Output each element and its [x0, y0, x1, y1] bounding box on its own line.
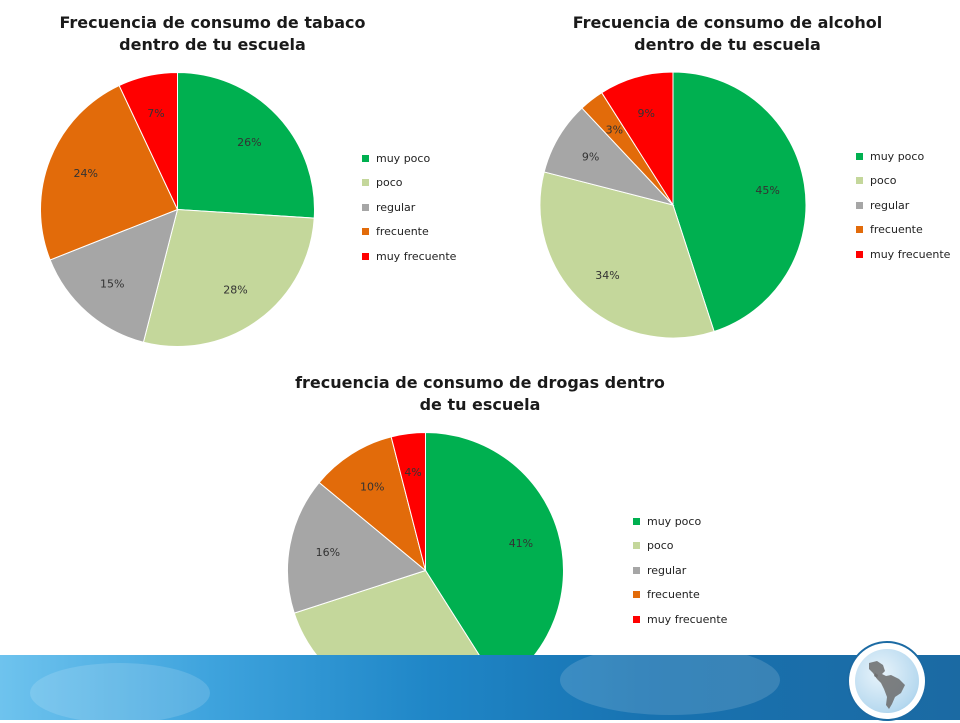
pie-slice-poco [142, 208, 315, 347]
legend-swatch [856, 177, 863, 185]
pie-slice-poco [539, 171, 715, 339]
pie-chart-tabaco: 26% 28% 15% 24% 7% [40, 71, 315, 347]
legend-item-regular: regular [362, 195, 456, 220]
chart-title-tabaco: Frecuencia de consumo de tabaco dentro d… [59, 13, 366, 54]
legend-swatch [362, 154, 369, 162]
chart-title-drogas: frecuencia de consumo de drogas dentro d… [295, 373, 665, 414]
data-label-regular: 16% [316, 546, 340, 559]
data-label-muy-poco: 26% [237, 136, 261, 149]
legend-label: regular [376, 200, 416, 214]
legend-item-frecuente: frecuente [362, 220, 456, 245]
legend-label: frecuente [647, 588, 700, 602]
latin-america-emblem [849, 643, 925, 719]
legend-swatch [856, 250, 863, 258]
data-label-muy-frecuente: 9% [638, 107, 655, 120]
legend-label: muy poco [870, 149, 925, 163]
legend-swatch [856, 152, 863, 160]
data-label-frecuente: 10% [360, 481, 384, 494]
pie-slice-regular [49, 208, 179, 343]
legend-swatch [633, 566, 640, 574]
legend-label: muy frecuente [647, 612, 728, 626]
legend-item-poco: poco [362, 171, 456, 196]
legend-alcohol: muy poco poco regular frecuente muy frecuent… [856, 144, 950, 267]
legend-item-muy-poco: muy poco [362, 146, 456, 171]
legend-label: poco [647, 539, 674, 553]
footer-glow [560, 645, 780, 715]
legend-label: regular [647, 563, 687, 577]
data-label-regular: 15% [100, 277, 124, 290]
legend-item-muy-frecuente: muy frecuente [362, 244, 456, 269]
legend-item-poco: poco [633, 534, 727, 559]
data-label-muy-frecuente: 4% [404, 466, 421, 479]
legend-label: frecuente [870, 223, 923, 237]
legend-label: muy poco [376, 151, 431, 165]
footer-glow [30, 663, 210, 723]
legend-swatch [362, 179, 369, 187]
data-label-muy-poco: 41% [509, 537, 533, 550]
legend-item-muy-frecuente: muy frecuente [633, 607, 727, 632]
legend-item-muy-poco: muy poco [633, 509, 727, 534]
legend-label: poco [376, 176, 403, 190]
legend-tabaco: muy poco poco regular frecuente muy frecuent… [362, 146, 456, 269]
legend-item-regular: regular [856, 193, 950, 218]
legend-swatch [633, 517, 640, 525]
data-label-poco: 28% [223, 283, 247, 296]
legend-swatch [856, 226, 863, 234]
pie-slice-muy-poco [672, 71, 807, 333]
legend-item-muy-poco: muy poco [856, 144, 950, 169]
legend-swatch [633, 615, 640, 623]
legend-swatch [362, 252, 369, 260]
pie-slice-regular [287, 481, 427, 614]
data-label-regular: 9% [582, 150, 599, 163]
legend-swatch [633, 542, 640, 550]
legend-swatch [856, 201, 863, 209]
legend-item-frecuente: frecuente [633, 583, 727, 608]
data-label-frecuente: 24% [74, 167, 98, 180]
legend-label: muy frecuente [376, 249, 457, 263]
pie-slice-frecuente [318, 436, 427, 572]
legend-label: frecuente [376, 225, 429, 239]
pie-slice-muy-poco [177, 71, 315, 219]
legend-swatch [362, 228, 369, 236]
legend-item-muy-frecuente: muy frecuente [856, 242, 950, 267]
legend-item-poco: poco [856, 169, 950, 194]
chart-title-alcohol: Frecuencia de consumo de alcohol dentro … [572, 13, 883, 54]
legend-label: regular [870, 198, 910, 212]
data-label-muy-poco: 45% [755, 184, 779, 197]
pie-slice-frecuente [40, 84, 179, 261]
legend-swatch [362, 203, 369, 211]
legend-label: muy frecuente [870, 247, 951, 261]
data-label-poco: 34% [595, 269, 619, 282]
legend-item-regular: regular [633, 558, 727, 583]
legend-label: poco [870, 174, 897, 188]
data-label-muy-frecuente: 7% [147, 107, 164, 120]
legend-drogas: muy poco poco regular frecuente muy frecuent… [633, 509, 727, 632]
footer-band [0, 645, 960, 723]
legend-swatch [633, 591, 640, 599]
pie-chart-alcohol: 45% 34% 9% 3% 9% [539, 71, 807, 339]
pie-slice-muy-frecuente [390, 431, 426, 571]
legend-label: muy poco [647, 514, 702, 528]
legend-item-frecuente: frecuente [856, 218, 950, 243]
pie-slice-muy-frecuente [601, 71, 674, 207]
data-label-frecuente: 3% [606, 123, 623, 136]
latin-america-map-icon [855, 649, 919, 713]
pie-slice-muy-frecuente [118, 71, 178, 210]
